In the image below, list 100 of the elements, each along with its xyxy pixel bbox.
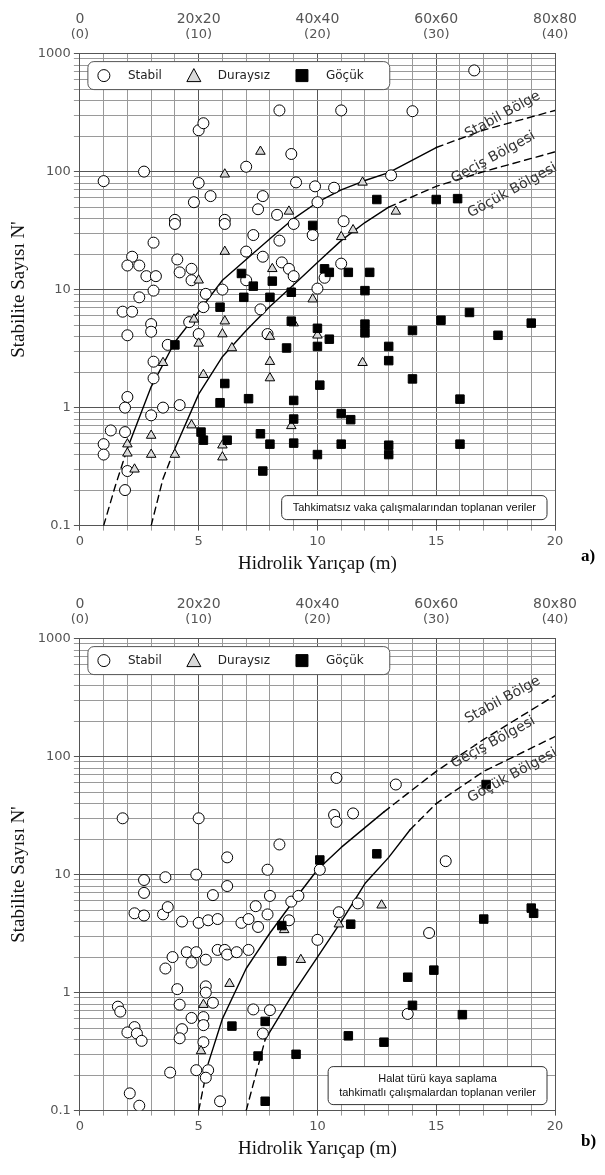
point	[145, 429, 157, 439]
text: 80x80	[533, 9, 577, 26]
point	[315, 380, 325, 390]
point	[336, 439, 346, 449]
x-tick-label: 20	[546, 532, 564, 548]
point	[315, 855, 325, 865]
x-tick-label: 5	[194, 532, 203, 548]
point	[186, 419, 197, 429]
text: b)	[581, 1130, 597, 1150]
x-tick-label: 15	[427, 1117, 445, 1133]
point	[188, 313, 200, 323]
point	[429, 965, 439, 975]
y-tick-label: 1	[62, 983, 71, 999]
point	[383, 355, 394, 366]
text: 20x20	[176, 9, 221, 26]
point	[265, 439, 275, 449]
point	[343, 1031, 354, 1041]
x2-tick-label: (0)	[70, 26, 90, 42]
point	[324, 267, 335, 278]
point	[336, 408, 346, 419]
point	[122, 447, 133, 457]
y-axis-title: Stabilite Sayısı N'	[7, 221, 29, 358]
x2-tick-label: (40)	[541, 26, 569, 42]
point	[493, 330, 503, 341]
x2-tick-label: (20)	[304, 611, 331, 627]
text: 0	[75, 594, 85, 611]
point	[372, 849, 382, 859]
point	[226, 341, 238, 352]
point	[383, 440, 394, 450]
x-axis-title: Hidrolik Yarıçap (m)	[238, 1136, 397, 1159]
point	[258, 466, 268, 476]
point	[264, 355, 276, 365]
point	[219, 315, 231, 325]
point	[217, 451, 228, 461]
legend-label: Göçük	[325, 67, 364, 82]
point	[407, 325, 418, 336]
point	[217, 328, 228, 338]
point	[379, 1037, 389, 1047]
point	[253, 1051, 263, 1061]
x2-tick-label: (20)	[304, 26, 331, 42]
point	[436, 315, 446, 325]
point	[227, 1021, 237, 1031]
point	[343, 267, 354, 278]
point	[215, 302, 225, 312]
point	[407, 374, 418, 384]
point	[452, 193, 463, 204]
point	[283, 205, 295, 215]
point	[267, 276, 278, 286]
point	[193, 337, 204, 347]
point	[277, 956, 287, 966]
x-tick-label: 15	[427, 532, 445, 548]
x2-tick-label: (30)	[422, 611, 450, 627]
point	[198, 998, 209, 1008]
legend-label: Stabil	[127, 67, 162, 82]
point	[364, 267, 375, 278]
point	[236, 268, 247, 279]
text: 80x80	[533, 594, 577, 611]
point	[324, 334, 335, 344]
text: 0	[75, 9, 85, 26]
point	[455, 394, 465, 404]
point	[198, 435, 209, 445]
text: 40x40	[295, 9, 340, 26]
y-tick-label: 0.1	[50, 516, 71, 532]
text: 60x60	[414, 9, 459, 26]
point	[360, 328, 370, 338]
point	[219, 168, 231, 178]
x2-tick-label: (40)	[541, 611, 569, 627]
point	[307, 220, 318, 231]
x-tick-label: 20	[546, 1117, 564, 1133]
point	[255, 145, 266, 155]
point	[360, 285, 370, 296]
point	[383, 341, 394, 352]
x-axis-title: Hidrolik Yarıçap (m)	[238, 551, 397, 574]
y-tick-label: 0.1	[50, 1101, 71, 1117]
text: a)	[581, 545, 596, 565]
point	[407, 1000, 418, 1011]
point	[345, 919, 356, 929]
x-tick-label: 0	[75, 1117, 85, 1133]
point	[222, 435, 232, 445]
point	[157, 356, 169, 366]
point	[122, 438, 133, 448]
point	[264, 372, 276, 382]
point	[286, 287, 297, 297]
point	[357, 176, 368, 186]
point	[457, 1009, 468, 1020]
point	[239, 292, 249, 303]
point	[193, 274, 204, 284]
point	[455, 439, 465, 449]
point	[335, 230, 347, 241]
point	[288, 438, 299, 448]
point	[195, 1044, 207, 1055]
point	[243, 393, 254, 404]
point	[376, 899, 387, 909]
point	[478, 914, 489, 924]
y-tick-label: 1000	[37, 629, 71, 645]
point	[402, 972, 413, 982]
point	[198, 368, 209, 378]
point	[312, 323, 323, 334]
point	[169, 448, 181, 458]
legend-label: Göçük	[325, 652, 364, 667]
